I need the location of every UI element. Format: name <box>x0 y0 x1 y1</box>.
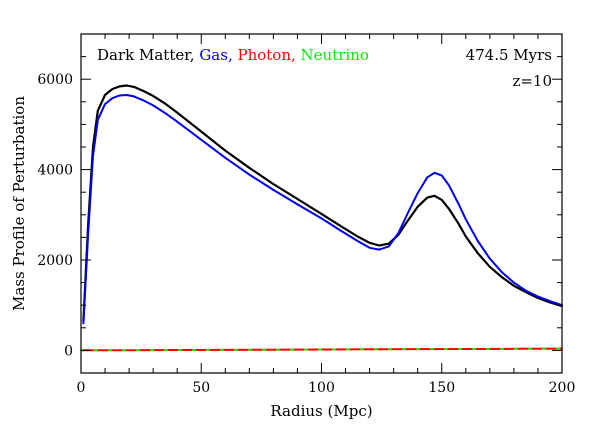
legend-entry-photon: Photon <box>237 46 291 64</box>
series-line-dark-matter <box>82 84 564 323</box>
y-tick-label: 4000 <box>37 163 73 179</box>
x-tick-label: 150 <box>428 380 455 396</box>
series-layer <box>80 84 564 352</box>
y-tick-label: 0 <box>64 343 73 359</box>
series-line-gas <box>82 94 563 325</box>
series-line-neutrino <box>80 347 563 352</box>
plot-frame <box>80 33 563 374</box>
x-tick-label: 100 <box>308 380 335 396</box>
legend-entry-neutrino: Neutrino <box>301 46 369 64</box>
y-tick-label: 2000 <box>37 253 73 269</box>
x-axis-label: Radius (Mpc) <box>270 402 372 420</box>
legend-entry-gas: Gas <box>199 46 228 64</box>
x-tick-label: 200 <box>549 380 576 396</box>
y-axis-label: Mass Profile of Perturbation <box>10 96 28 311</box>
legend-entry-dark-matter: Dark Matter <box>97 46 192 64</box>
redshift-annotation: z=10 <box>512 72 552 90</box>
time-annotation: 474.5 Myrs <box>466 46 552 64</box>
x-tick-label: 0 <box>77 380 86 396</box>
y-tick-label: 6000 <box>37 72 73 88</box>
x-tick-label: 50 <box>192 380 210 396</box>
legend: Dark Matter, Gas, Photon, Neutrino <box>97 46 369 64</box>
